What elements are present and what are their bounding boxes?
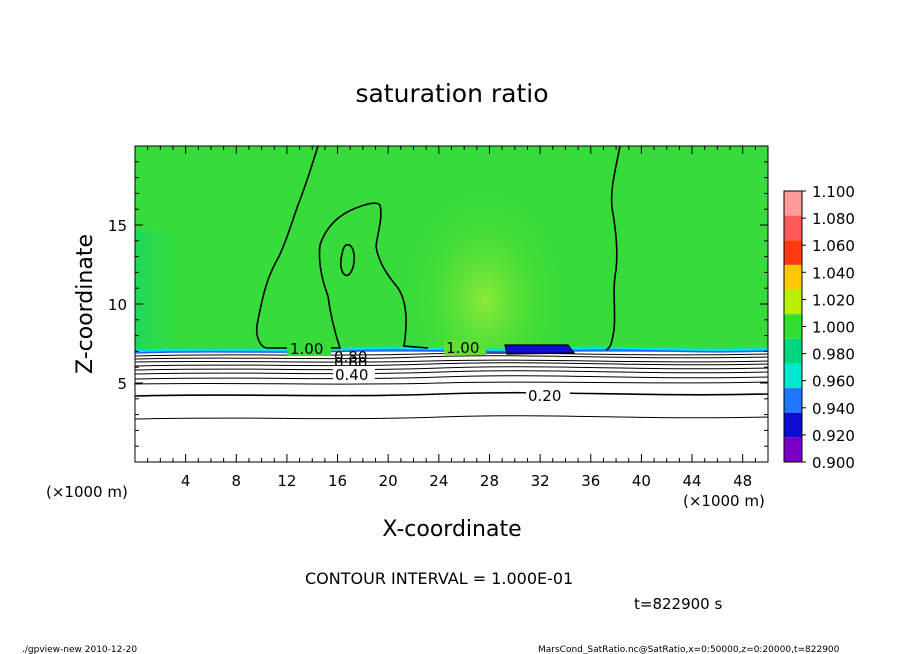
x-unit-label-left: (×1000 m) — [46, 483, 128, 501]
contour-line — [135, 359, 768, 363]
x-tick-label: 16 — [328, 472, 347, 490]
x-tick-label: 36 — [581, 472, 600, 490]
contour-lines — [135, 146, 768, 420]
contour-line — [135, 375, 768, 380]
chart-title: saturation ratio — [355, 79, 548, 108]
colorbar-swatch — [784, 314, 802, 339]
footer-left: ./gpview-new 2010-12-20 — [22, 645, 137, 654]
x-tick-label: 44 — [682, 472, 701, 490]
x-tick-label: 4 — [181, 472, 191, 490]
colorbar-label: 1.000 — [812, 319, 855, 337]
footer-right: MarsCond_SatRatio.nc@SatRatio,x=0:50000,… — [538, 645, 840, 654]
x-tick-label: 8 — [232, 472, 242, 490]
contour-label: 0.20 — [528, 387, 561, 405]
colorbar-label: 0.960 — [812, 373, 855, 391]
contour-line — [135, 381, 768, 385]
colorbar-swatch — [784, 264, 802, 290]
plot-field: 1.00 0.80 0.60 0.40 0.20 1.00 — [135, 146, 768, 462]
x-tick-label: 48 — [733, 472, 752, 490]
y-tick-label: 10 — [108, 296, 127, 314]
colorbar-label: 1.020 — [812, 291, 855, 309]
colorbar-label: 1.100 — [812, 183, 855, 201]
colorbar-label: 0.920 — [812, 427, 855, 445]
colorbar-label: 1.080 — [812, 210, 855, 228]
x-tick-label: 24 — [429, 472, 448, 490]
colorbar-swatch — [784, 388, 802, 413]
contour-label: 1.00 — [290, 340, 323, 358]
contour-line — [135, 415, 768, 420]
y-tick-label: 15 — [108, 217, 127, 235]
colorbar-swatch — [784, 289, 802, 315]
contour-interval-text: CONTOUR INTERVAL = 1.000E-01 — [305, 569, 573, 588]
colorbar-swatch — [784, 240, 802, 265]
colorbar-label: 0.900 — [812, 454, 855, 472]
colorbar-label: 1.040 — [812, 264, 855, 282]
contour-labels: 1.00 0.80 0.60 0.40 0.20 1.00 — [287, 339, 570, 405]
colorbar-swatch — [784, 191, 802, 216]
x-axis-label: X-coordinate — [382, 517, 521, 542]
contour-label: 0.40 — [335, 366, 368, 384]
y-tick-label: 5 — [117, 375, 127, 393]
x-tick-label: 28 — [480, 472, 499, 490]
contour-label: 0.80 — [334, 348, 367, 366]
x-tick-label: 12 — [277, 472, 296, 490]
contour-line — [135, 362, 768, 367]
colorbar-swatch — [784, 412, 802, 438]
x-tick-label: 32 — [531, 472, 550, 490]
x-axis: 4 8 12 16 20 24 28 32 36 40 44 48 — [147, 146, 756, 490]
y-axis-label: Z-coordinate — [73, 234, 98, 374]
colorbar: 1.100 1.080 1.060 1.040 1.020 1.000 0.980 0.960… — [783, 183, 855, 472]
contour-line — [135, 366, 768, 371]
time-text: t=822900 s — [634, 595, 722, 613]
contour-label: 1.00 — [446, 339, 479, 357]
colorbar-label: 1.060 — [812, 237, 855, 255]
colorbar-swatch — [784, 215, 802, 241]
unsaturated-region — [135, 352, 768, 462]
left-edge-shade — [135, 230, 195, 352]
colorbar-swatch — [784, 363, 802, 389]
contour-1.00-inner — [339, 243, 355, 277]
contour-line — [135, 352, 768, 357]
contour-line-0.20 — [135, 391, 768, 397]
x-tick-label: 40 — [632, 472, 651, 490]
x-tick-label: 20 — [379, 472, 398, 490]
contour-1.00-right — [605, 146, 621, 351]
dry-patch — [504, 344, 576, 355]
x-unit-label-right: (×1000 m) — [683, 492, 765, 510]
y-axis: 5 10 15 — [108, 161, 768, 447]
contour-line — [135, 370, 768, 375]
colorbar-swatch — [784, 437, 802, 462]
contour-1.00-left — [255, 146, 429, 349]
contour-line — [135, 355, 768, 360]
colorbar-label: 0.980 — [812, 346, 855, 364]
colorbar-swatch — [784, 338, 802, 364]
colorbar-label: 0.940 — [812, 400, 855, 418]
